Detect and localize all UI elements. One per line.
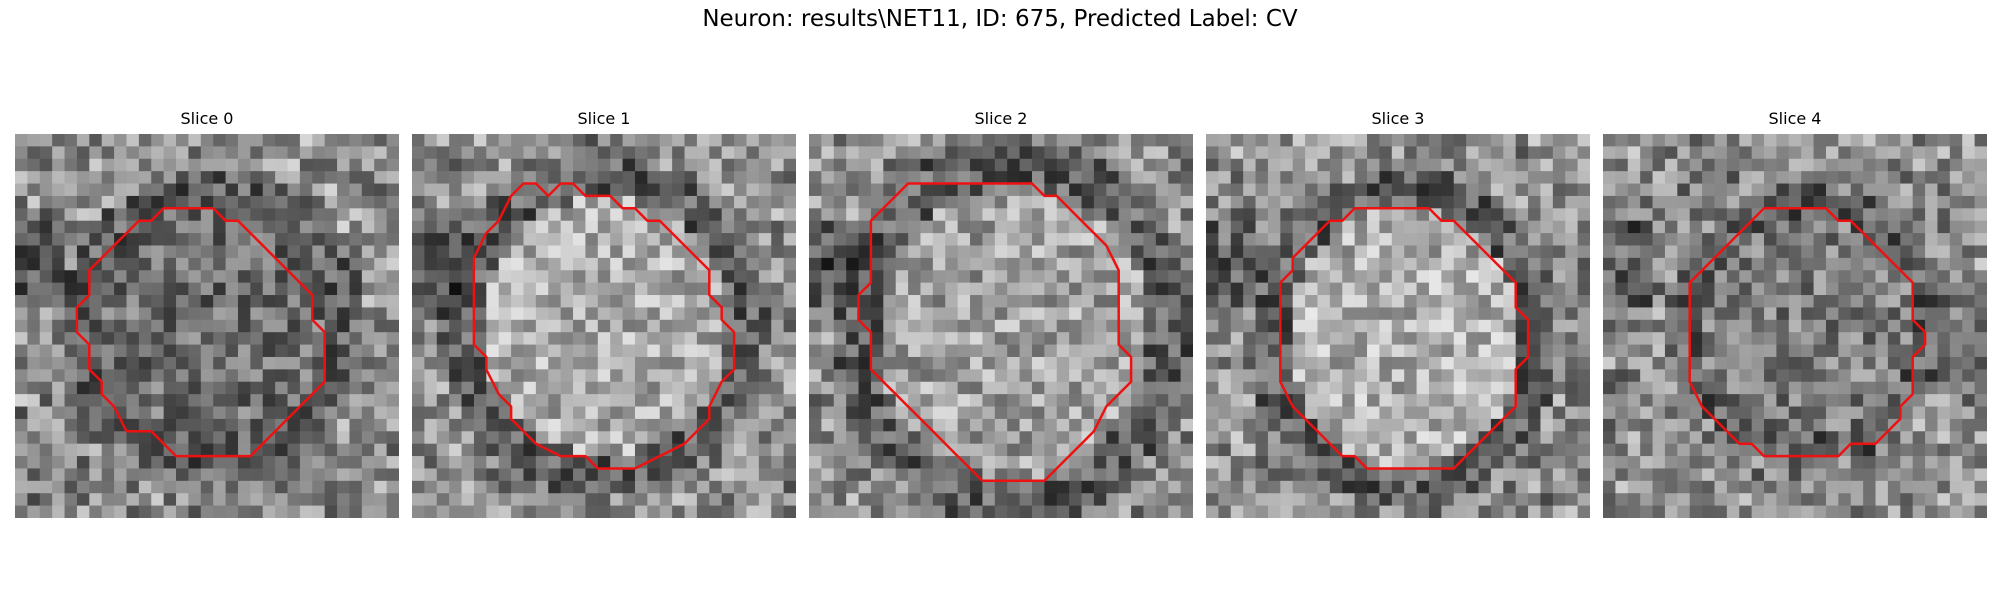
pixel-grid [15,134,399,518]
slice-image [809,134,1193,518]
slice-image [1206,134,1590,518]
neuron-contour [472,182,736,470]
pixel-grid [1206,134,1590,518]
figure-title: Neuron: results\NET11, ID: 675, Predicte… [702,6,1298,32]
pixel-grid [1603,134,1987,518]
neuron-contour [75,207,326,458]
slice-panel-0: Slice 0 [15,108,399,518]
neuron-contour [1279,207,1530,470]
slice-panel-3: Slice 3 [1206,108,1590,518]
slice-image [1603,134,1987,518]
neuron-contour [857,182,1133,483]
neuron-contour [1688,207,1927,458]
slice-panel-4: Slice 4 [1603,108,1987,518]
slice-panel-2: Slice 2 [809,108,1193,518]
pixel-grid [412,134,796,518]
slice-title: Slice 1 [577,109,631,128]
pixel-grid [809,134,1193,518]
slice-title: Slice 0 [180,109,234,128]
slice-image [412,134,796,518]
slice-title: Slice 2 [974,109,1028,128]
slice-title: Slice 4 [1768,109,1822,128]
slice-image [15,134,399,518]
slice-title: Slice 3 [1371,109,1425,128]
slice-panel-1: Slice 1 [412,108,796,518]
